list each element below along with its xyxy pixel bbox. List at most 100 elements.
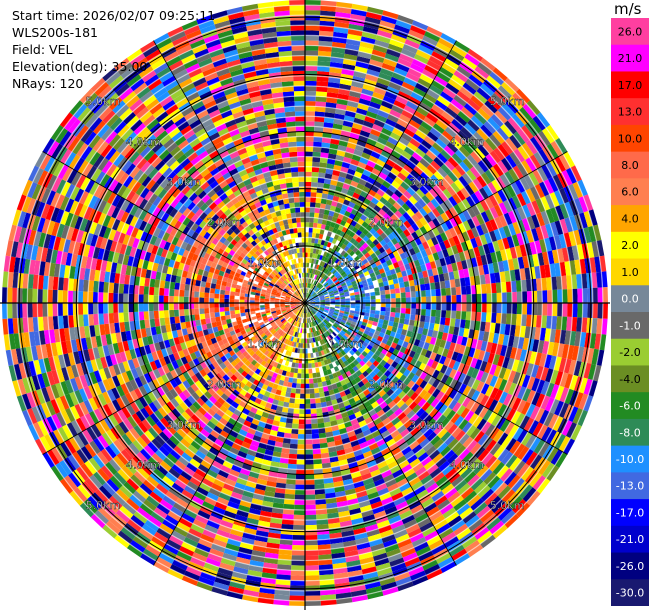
velocity-gate [393,283,400,289]
velocity-gate [550,207,560,222]
velocity-gate [316,81,329,87]
velocity-gate [504,171,515,185]
velocity-gate [581,273,588,289]
velocity-gate [498,227,507,239]
velocity-gate [361,88,374,97]
velocity-gate [373,44,388,54]
velocity-gate [307,252,311,258]
velocity-gate [366,265,373,271]
velocity-gate [395,293,401,299]
velocity-gate [305,419,312,425]
velocity-gate [413,179,423,189]
velocity-gate [410,291,416,298]
velocity-gate [399,223,408,232]
velocity-gate [376,77,391,87]
velocity-gate [389,288,396,294]
velocity-gate [358,178,367,186]
velocity-gate [424,64,439,76]
velocity-gate [305,85,317,92]
velocity-gate [411,58,427,69]
velocity-gate [420,139,433,150]
velocity-gate [314,126,324,133]
velocity-gate [486,293,492,303]
velocity-gate [512,92,527,107]
velocity-gate [450,74,466,87]
velocity-gate [318,277,323,283]
velocity-gate [403,177,414,187]
velocity-gate [355,305,361,309]
velocity-gate [330,254,336,261]
velocity-gate [492,240,501,252]
velocity-gate [349,295,356,299]
velocity-gate [379,20,396,30]
velocity-gate [410,91,424,102]
velocity-gate [372,91,385,101]
velocity-gate [532,115,546,131]
velocity-gate [476,213,485,225]
velocity-gate [460,126,473,139]
velocity-gate [369,59,383,68]
velocity-gate [537,130,551,147]
velocity-gate [564,217,574,233]
velocity-gate [578,196,589,213]
velocity-gate [419,284,426,291]
velocity-gate [334,295,340,299]
velocity-gate [511,303,518,315]
velocity-gate [308,288,312,294]
velocity-gate [369,272,376,278]
velocity-gate [592,287,598,303]
velocity-gate [391,180,401,190]
velocity-gate [481,140,494,154]
velocity-gate [319,296,325,300]
velocity-gate [363,270,370,277]
velocity-gate [320,303,326,306]
velocity-gate [376,29,393,39]
velocity-gate [399,231,407,240]
velocity-gate [382,192,391,201]
velocity-gate [308,273,312,279]
velocity-gate [476,128,489,141]
velocity-gate [400,308,406,314]
velocity-gate [409,285,416,292]
velocity-gate [420,290,426,297]
velocity-gate [480,284,487,294]
velocity-gate [380,298,386,303]
velocity-gate [326,278,332,283]
velocity-gate [415,290,421,298]
velocity-gate [531,214,541,229]
velocity-gate [497,85,513,100]
velocity-gate [405,100,419,111]
velocity-gate [345,305,351,308]
velocity-gate [354,291,360,296]
velocity-gate [504,77,520,93]
velocity-gate [426,112,439,124]
velocity-gate [352,122,363,131]
velocity-gate [305,121,315,127]
velocity-gate [428,84,443,96]
velocity-gate [388,154,399,164]
velocity-gate [309,257,313,264]
velocity-gate [309,299,315,302]
velocity-gate [340,280,346,285]
velocity-gate [356,107,368,116]
velocity-gate [519,176,530,191]
velocity-gate [503,212,513,226]
velocity-gate [309,297,314,301]
velocity-gate [507,117,521,132]
velocity-gate [320,224,326,230]
velocity-gate [417,125,430,136]
velocity-gate [329,260,335,267]
velocity-gate [356,56,371,64]
velocity-gate [307,272,310,279]
velocity-gate [423,232,431,242]
velocity-gate [315,270,320,276]
velocity-gate [461,294,467,303]
velocity-gate [350,305,356,309]
velocity-gate [450,182,461,194]
velocity-gate [566,167,578,184]
velocity-gate [318,50,332,57]
velocity-gate [327,264,332,271]
velocity-gate [443,272,450,281]
velocity-gate [308,294,312,300]
velocity-gate [324,275,329,281]
